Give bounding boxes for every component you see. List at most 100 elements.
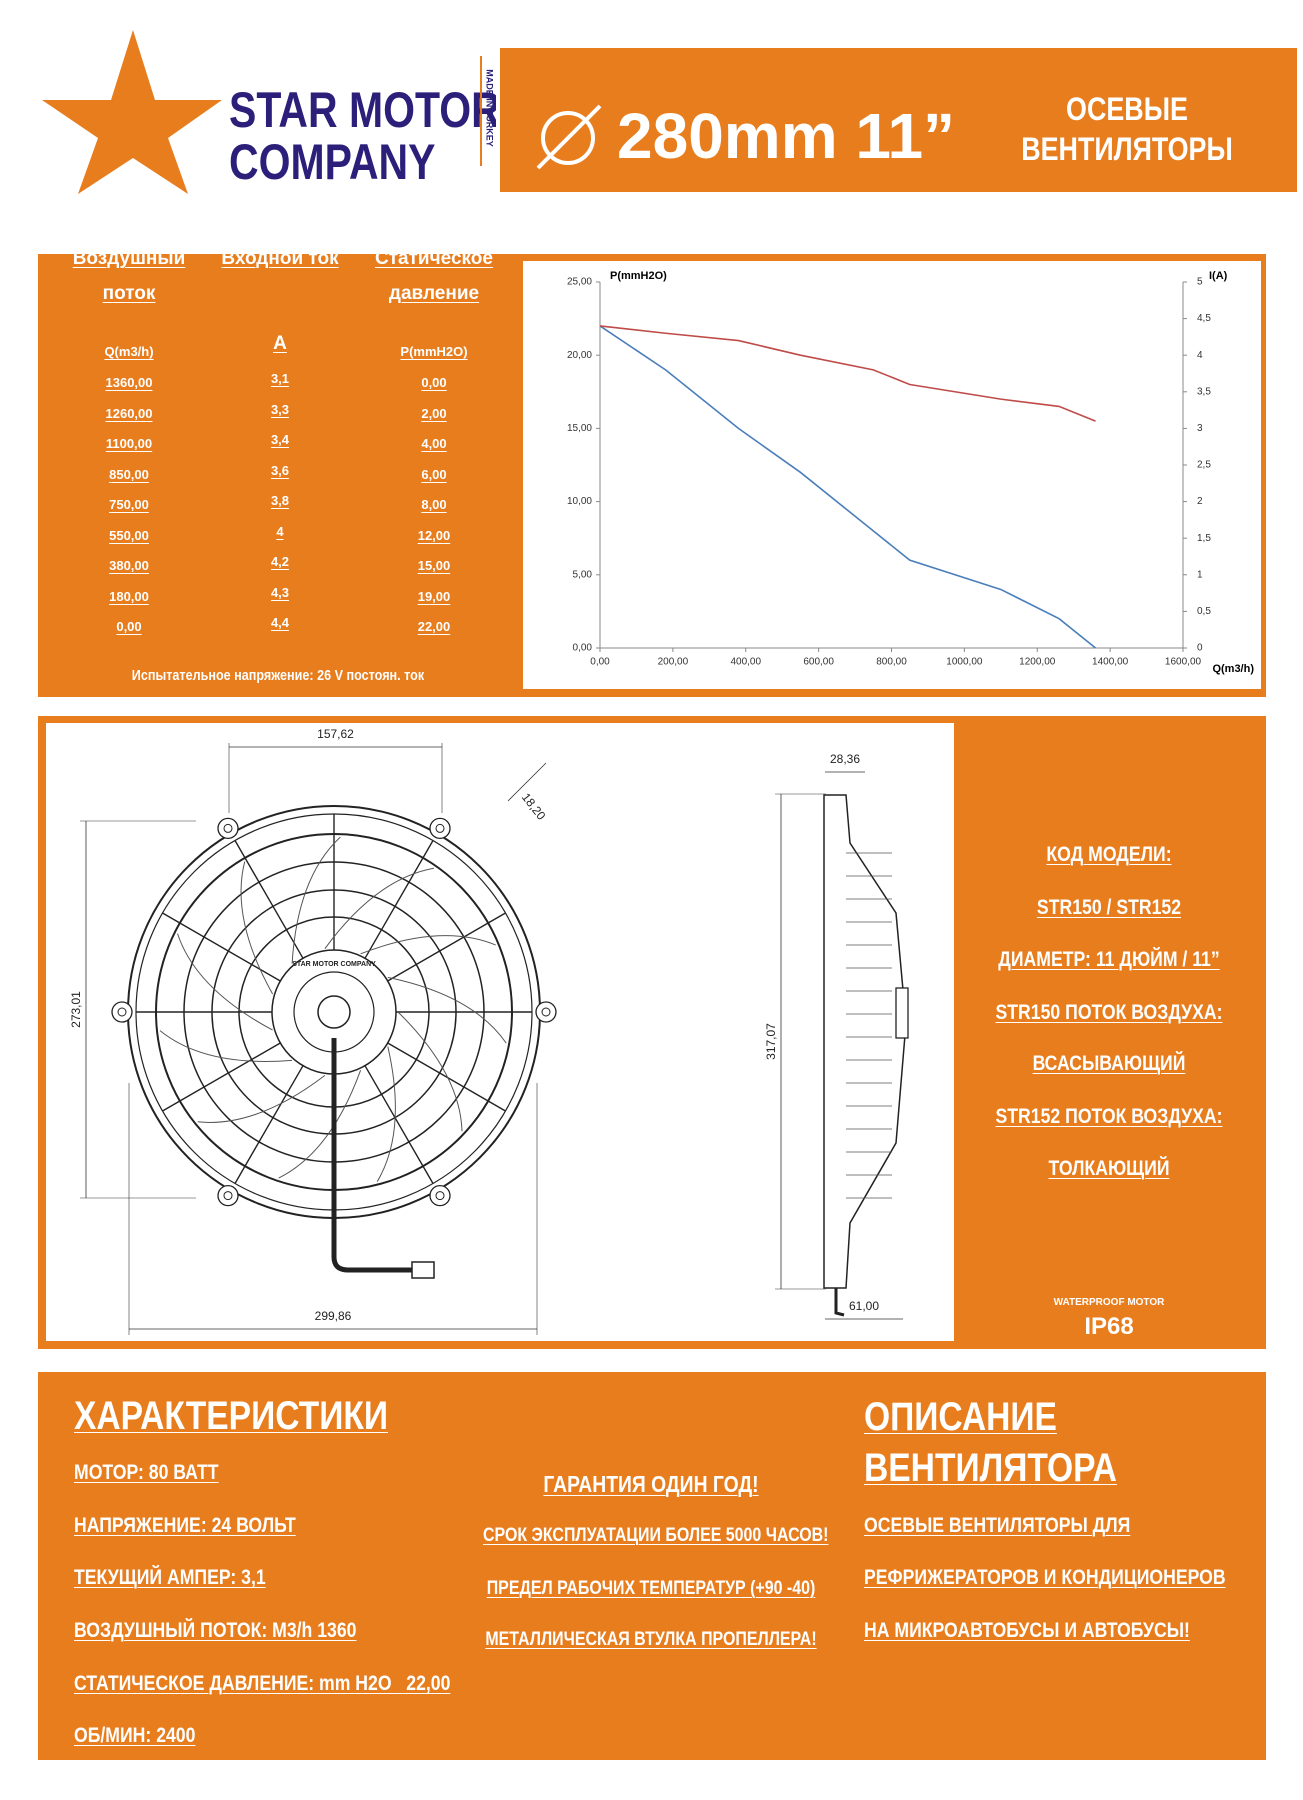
table-note: Испытательное напряжение: 26 V постоян. … [131, 667, 425, 684]
table-cell: 6,00 [421, 466, 447, 482]
power-wire [331, 1038, 412, 1273]
series-line [599, 325, 1096, 422]
y2-tick-label: 0 [1197, 643, 1203, 654]
fan-blade [291, 836, 341, 964]
origin-label: MADE IN TURKEY [485, 69, 495, 147]
spec-line: ВСАСЫВАЮЩИЙ [1032, 1052, 1186, 1075]
y-tick-label: 5,00 [573, 569, 593, 580]
table-cell: 19,00 [417, 588, 451, 604]
table-cell: 4,2 [270, 554, 290, 569]
column-header: Воздушный [72, 248, 186, 269]
y-tick-label: 15,00 [567, 423, 592, 434]
dimension-label: 18,20 [519, 790, 549, 823]
y2-tick-label: 2 [1197, 496, 1203, 507]
spec-line: ТОЛКАЮЩИЙ [1048, 1157, 1170, 1180]
table-cell: 12,00 [417, 527, 451, 543]
technical-drawing: STAR MOTOR COMPANY 157,62 273,01 299,86 18,2… [69, 727, 909, 1335]
x-tick-label: 1600,00 [1165, 657, 1202, 668]
table-cell: 3,4 [270, 432, 290, 447]
y2-tick-label: 1,5 [1197, 533, 1211, 544]
y2-tick-label: 5 [1197, 277, 1203, 288]
table-cell: 2,00 [421, 405, 447, 421]
column-header: поток [102, 283, 156, 304]
table-cell: 4 [276, 523, 284, 539]
y-tick-label: 25,00 [567, 277, 592, 288]
column-unit: A [273, 333, 287, 354]
diameter-symbol [536, 104, 602, 170]
dimension-label: 157,62 [317, 727, 354, 741]
column-header: Статическое [375, 248, 493, 269]
logo: STAR MOTOR COMPANY MADE IN TURKEY [42, 30, 496, 194]
fan-blade [387, 976, 507, 1044]
brand-line: COMPANY [229, 134, 436, 190]
hub-label: STAR MOTOR COMPANY [292, 961, 376, 968]
features-section [38, 1372, 1266, 1760]
table-cell: 3,1 [270, 371, 290, 386]
mount-hole [435, 823, 445, 833]
y2-axis-label: I(A) [1209, 270, 1228, 282]
table-cell: 3,6 [270, 462, 290, 478]
column-unit: Q(m3/h) [104, 344, 154, 359]
table-cell: 550,00 [109, 527, 149, 543]
table-cell: 15,00 [417, 558, 451, 573]
diameter-circle [541, 111, 595, 165]
header-bar [500, 48, 1297, 192]
dimension-label: 273,01 [69, 991, 83, 1028]
mount-tab [429, 817, 451, 840]
y2-tick-label: 3,5 [1197, 386, 1211, 397]
table-cell: 180,00 [109, 588, 149, 604]
guard-spoke [387, 912, 506, 982]
guard-spoke [162, 1042, 281, 1112]
table-cell: 4,4 [270, 615, 290, 630]
y2-tick-label: 3 [1197, 423, 1203, 434]
y2-tick-label: 4,5 [1197, 313, 1211, 324]
spec-line: STR152 ПОТОК ВОЗДУХА: [995, 1105, 1223, 1128]
connector [411, 1261, 435, 1279]
model-specs: КОД МОДЕЛИ: STR150 / STR152 ДИАМЕТР: 11 ДЮ… [939, 716, 1279, 1349]
column-unit: P(mmH2O) [400, 344, 468, 359]
header-subtitle: ВЕНТИЛЯТОРЫ [1021, 131, 1233, 167]
spec-line: STR150 / STR152 [1036, 896, 1182, 919]
diameter-slash [536, 104, 602, 170]
x-tick-label: 1400,00 [1092, 657, 1129, 668]
fan-blade [197, 1074, 326, 1123]
table-cell: 380,00 [109, 558, 149, 573]
fan-blade [360, 935, 496, 955]
header-subtitle: ОСЕВЫЕ [1066, 91, 1188, 127]
table-cell: 0,00 [116, 619, 142, 634]
guard-spoke [387, 1042, 506, 1112]
performance-table: Воздушный поток Q(m3/h) Входной ток A Статиче… [38, 248, 518, 697]
mount-hole [117, 1007, 127, 1017]
fan-blade [397, 1011, 463, 1132]
y-tick-label: 0,00 [573, 643, 593, 654]
table-cell: 22,00 [417, 619, 451, 634]
table-cell: 1260,00 [105, 405, 153, 421]
guard-spoke [364, 1065, 434, 1184]
y2-tick-label: 4 [1197, 350, 1203, 361]
table-cell: 1360,00 [105, 375, 153, 390]
dimension-line [507, 762, 547, 802]
side-view [823, 794, 907, 1289]
mount-hole [223, 823, 233, 833]
fan-blade [324, 867, 434, 949]
chart: 0,00 200,00 400,00 600,00 800,00 1000,00 1200,… [567, 270, 1254, 675]
x-tick-label: 200,00 [658, 657, 689, 668]
dimension-label: 299,86 [315, 1309, 352, 1323]
guard-spoke [162, 912, 281, 982]
mount-tab [111, 1001, 133, 1023]
mount-hole [435, 1191, 445, 1201]
mount-tab [535, 1001, 557, 1023]
side-motor [895, 987, 909, 1039]
fan-blade [159, 1030, 293, 1062]
x-tick-label: 1200,00 [1019, 657, 1056, 668]
dimension-label: 317,07 [764, 1023, 778, 1060]
x-tick-label: 800,00 [876, 657, 907, 668]
logo-star [42, 30, 222, 194]
y-tick-label: 10,00 [567, 496, 592, 507]
table-cell: 3,3 [270, 401, 290, 417]
spec-line: КОД МОДЕЛИ: [1046, 843, 1172, 866]
y-tick-label: 20,00 [567, 350, 592, 361]
table-cell: 750,00 [109, 497, 149, 512]
dimension-label: 61,00 [849, 1299, 879, 1313]
